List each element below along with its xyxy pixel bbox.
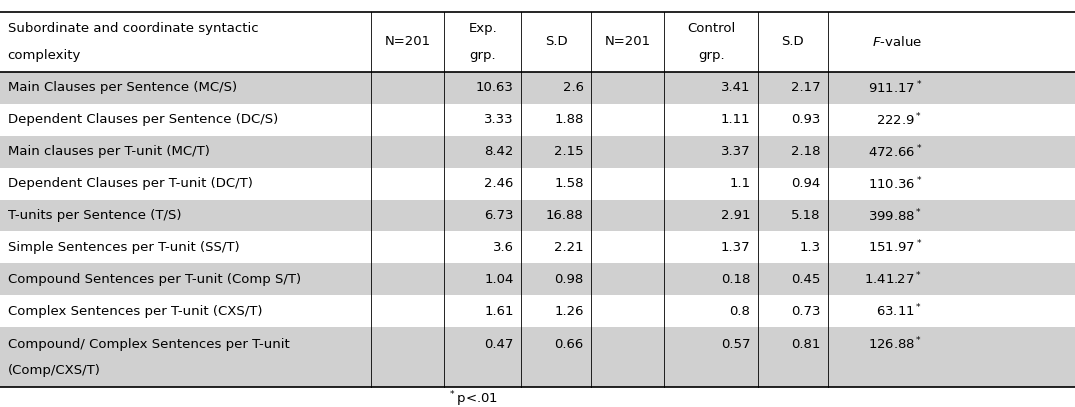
- Text: 1.37: 1.37: [720, 241, 750, 254]
- Text: Compound/ Complex Sentences per T-unit: Compound/ Complex Sentences per T-unit: [8, 337, 289, 350]
- Text: Dependent Clauses per Sentence (DC/S): Dependent Clauses per Sentence (DC/S): [8, 113, 277, 126]
- Text: 3.41: 3.41: [721, 81, 750, 94]
- Text: Subordinate and coordinate syntactic: Subordinate and coordinate syntactic: [8, 22, 258, 35]
- Text: 8.42: 8.42: [485, 145, 514, 158]
- Text: 399.88$^*$: 399.88$^*$: [869, 207, 922, 224]
- Text: 1.61: 1.61: [485, 305, 514, 318]
- Text: grp.: grp.: [470, 48, 496, 61]
- Text: 0.81: 0.81: [791, 337, 820, 350]
- Text: 0.45: 0.45: [791, 273, 820, 286]
- Text: S.D: S.D: [545, 35, 568, 48]
- Text: 1.88: 1.88: [555, 113, 584, 126]
- Text: 6.73: 6.73: [485, 209, 514, 222]
- Text: 5.18: 5.18: [791, 209, 820, 222]
- Text: grp.: grp.: [698, 48, 725, 61]
- Bar: [0, 136, 1075, 168]
- Text: 0.66: 0.66: [555, 337, 584, 350]
- Text: 10.63: 10.63: [476, 81, 514, 94]
- Text: 1.41.27$^*$: 1.41.27$^*$: [864, 271, 922, 288]
- Text: 2.17: 2.17: [790, 81, 820, 94]
- Text: 110.36$^*$: 110.36$^*$: [868, 175, 922, 192]
- Bar: [0, 12, 1075, 72]
- Text: 1.58: 1.58: [555, 177, 584, 190]
- Text: 0.18: 0.18: [721, 273, 750, 286]
- Text: Complex Sentences per T-unit (CXS/T): Complex Sentences per T-unit (CXS/T): [8, 305, 262, 318]
- Text: 1.1: 1.1: [729, 177, 750, 190]
- Text: T-units per Sentence (T/S): T-units per Sentence (T/S): [8, 209, 181, 222]
- Text: 0.57: 0.57: [721, 337, 750, 350]
- Text: 3.37: 3.37: [720, 145, 750, 158]
- Text: Control: Control: [687, 22, 735, 35]
- Text: 1.26: 1.26: [555, 305, 584, 318]
- Text: 3.33: 3.33: [484, 113, 514, 126]
- Text: 151.97$^*$: 151.97$^*$: [868, 239, 922, 256]
- Text: 1.04: 1.04: [485, 273, 514, 286]
- Text: Main clauses per T-unit (MC/T): Main clauses per T-unit (MC/T): [8, 145, 210, 158]
- Text: 0.93: 0.93: [791, 113, 820, 126]
- Text: 0.94: 0.94: [791, 177, 820, 190]
- Text: 0.98: 0.98: [555, 273, 584, 286]
- Text: 2.46: 2.46: [485, 177, 514, 190]
- Text: (Comp/CXS/T): (Comp/CXS/T): [8, 364, 100, 377]
- Text: 911.17$^*$: 911.17$^*$: [868, 80, 922, 96]
- Text: S.D: S.D: [782, 35, 804, 48]
- Text: 3.6: 3.6: [492, 241, 514, 254]
- Text: $\it{F}$-value: $\it{F}$-value: [873, 35, 922, 49]
- Text: Dependent Clauses per T-unit (DC/T): Dependent Clauses per T-unit (DC/T): [8, 177, 253, 190]
- Text: 0.73: 0.73: [791, 305, 820, 318]
- Text: 63.11$^*$: 63.11$^*$: [876, 303, 922, 319]
- Bar: [0, 327, 1075, 387]
- Text: 1.11: 1.11: [720, 113, 750, 126]
- Text: 126.88$^*$: 126.88$^*$: [869, 336, 922, 352]
- Text: $^*$p<.01: $^*$p<.01: [448, 389, 498, 407]
- Text: 2.15: 2.15: [554, 145, 584, 158]
- Text: 2.91: 2.91: [721, 209, 750, 222]
- Text: 472.66$^*$: 472.66$^*$: [868, 143, 922, 160]
- Text: 0.47: 0.47: [485, 337, 514, 350]
- Bar: [0, 263, 1075, 295]
- Text: Simple Sentences per T-unit (SS/T): Simple Sentences per T-unit (SS/T): [8, 241, 239, 254]
- Bar: [0, 72, 1075, 104]
- Text: complexity: complexity: [8, 48, 81, 61]
- Text: N=201: N=201: [605, 35, 650, 48]
- Text: 2.18: 2.18: [791, 145, 820, 158]
- Bar: [0, 199, 1075, 232]
- Text: N=201: N=201: [385, 35, 430, 48]
- Text: Main Clauses per Sentence (MC/S): Main Clauses per Sentence (MC/S): [8, 81, 236, 94]
- Text: 1.3: 1.3: [799, 241, 820, 254]
- Text: 222.9$^*$: 222.9$^*$: [876, 112, 922, 128]
- Text: Exp.: Exp.: [469, 22, 497, 35]
- Text: 2.6: 2.6: [562, 81, 584, 94]
- Text: 16.88: 16.88: [546, 209, 584, 222]
- Text: 0.8: 0.8: [730, 305, 750, 318]
- Text: Compound Sentences per T-unit (Comp S/T): Compound Sentences per T-unit (Comp S/T): [8, 273, 301, 286]
- Text: 2.21: 2.21: [554, 241, 584, 254]
